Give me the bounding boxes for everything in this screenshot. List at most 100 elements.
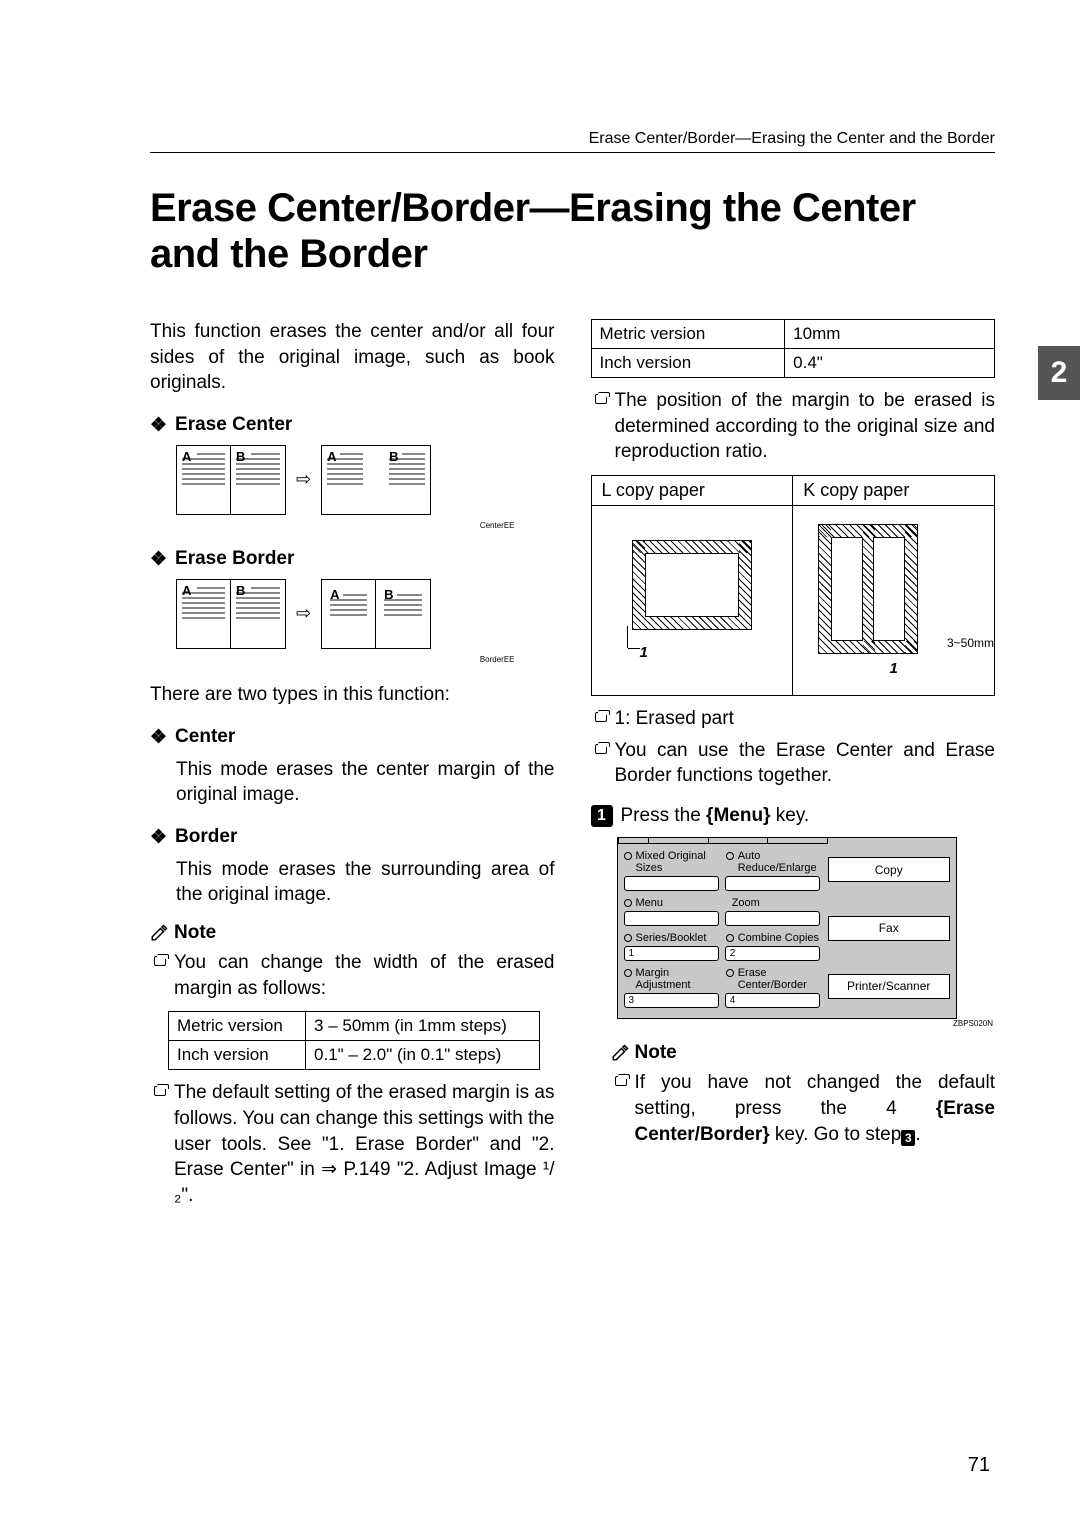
led-icon (624, 969, 632, 977)
table-cell: Inch version (591, 349, 785, 378)
heading-label: Erase Center (175, 414, 292, 436)
note-label: Note (174, 922, 216, 944)
border-heading: ❖ Border (150, 826, 555, 849)
step-number-icon: 1 (591, 805, 613, 827)
note-text: You can use the Erase Center and Erase B… (615, 738, 996, 789)
step-text: Press the (621, 805, 701, 826)
fax-button: Fax (828, 916, 950, 941)
step-text: key. (776, 805, 809, 826)
bullet-icon (154, 1086, 166, 1096)
led-icon (726, 852, 734, 860)
panel-button (624, 911, 719, 926)
heading-label: Border (175, 826, 237, 848)
note-item: You can use the Erase Center and Erase B… (595, 738, 996, 789)
printer-scanner-button: Printer/Scanner (828, 974, 950, 999)
center-body: This mode erases the center margin of th… (176, 757, 555, 808)
fn-label: Auto Reduce/Enlarge (738, 850, 822, 874)
chapter-tab: 2 (1038, 346, 1080, 400)
bullet-icon (595, 712, 607, 722)
default-margin-table: Metric version10mm Inch version0.4" (591, 319, 996, 378)
figure-code: ZBPS020N (617, 1019, 994, 1028)
led-icon (726, 934, 734, 942)
step-reference: 3 (901, 1130, 915, 1146)
callout-1: 1 (793, 660, 994, 677)
fn-label: Mixed Original Sizes (636, 850, 720, 874)
heading-label: Erase Border (175, 548, 294, 570)
pencil-icon (150, 924, 168, 942)
diamond-icon: ❖ (150, 548, 167, 571)
bullet-icon (595, 744, 607, 754)
heading-label: Center (175, 726, 235, 748)
led-icon (624, 934, 632, 942)
table-cell: 0.4" (785, 349, 995, 378)
dimension-label: 3~50mm (947, 636, 994, 650)
table-cell: Inch version (169, 1041, 306, 1070)
panel-button: 4 (725, 993, 820, 1008)
fn-label: Erase Center/Border (738, 967, 822, 991)
figure-code: BorderEE (150, 655, 515, 664)
two-types-text: There are two types in this function: (150, 682, 555, 708)
note-text: You can change the width of the erased m… (174, 950, 555, 1001)
erase-center-diagram: A B ⇨ A B (176, 445, 555, 515)
note-text: 1: Erased part (615, 706, 734, 732)
diamond-icon: ❖ (150, 414, 167, 437)
page-title: Erase Center/Border—Erasing the Center a… (150, 185, 995, 277)
fn-label: Series/Booklet (636, 932, 707, 944)
pencil-icon (611, 1044, 629, 1062)
diamond-icon: ❖ (150, 826, 167, 849)
copy-button: Copy (828, 857, 950, 882)
column-header: L copy paper (591, 475, 793, 505)
erase-border-diagram: A B ⇨ A B (176, 579, 555, 649)
note-heading: Note (611, 1042, 996, 1064)
note-item: The position of the margin to be erased … (595, 388, 996, 465)
margin-width-table: Metric version3 – 50mm (in 1mm steps) In… (168, 1011, 540, 1070)
callout-1: 1 (640, 644, 648, 661)
figure-code: CenterEE (150, 521, 515, 530)
bullet-icon (615, 1076, 627, 1086)
page-label-b: B (236, 449, 245, 464)
led-icon (624, 852, 632, 860)
table-cell: 10mm (785, 320, 995, 349)
fn-label: Menu (636, 897, 664, 909)
note-item: You can change the width of the erased m… (154, 950, 555, 1001)
center-heading: ❖ Center (150, 726, 555, 749)
table-cell: Metric version (591, 320, 785, 349)
note-item: The default setting of the erased margin… (154, 1080, 555, 1208)
note-text: The default setting of the erased margin… (174, 1080, 555, 1208)
panel-button: 3 (624, 993, 719, 1008)
panel-button (624, 876, 719, 891)
erase-border-heading: ❖ Erase Border (150, 548, 555, 571)
fn-label: Combine Copies (738, 932, 819, 944)
led-icon (726, 969, 734, 977)
figure-cell: 1 (591, 505, 793, 695)
border-body: This mode erases the surrounding area of… (176, 857, 555, 908)
fn-label: Zoom (732, 897, 760, 909)
panel-button: 2 (725, 946, 820, 961)
intro-text: This function erases the center and/or a… (150, 319, 555, 396)
panel-button (725, 876, 820, 891)
control-panel-figure: Mixed Original Sizes Auto Reduce/Enlarge… (617, 837, 996, 1029)
bullet-icon (154, 956, 166, 966)
page-label-a: A (182, 449, 191, 464)
step-1: 1 Press the {Menu} key. (591, 805, 996, 827)
panel-button: 1 (624, 946, 719, 961)
table-cell: Metric version (169, 1012, 306, 1041)
page-number: 71 (968, 1454, 990, 1477)
note-heading: Note (150, 922, 555, 944)
running-header: Erase Center/Border—Erasing the Center a… (150, 130, 995, 153)
diamond-icon: ❖ (150, 726, 167, 749)
led-icon (624, 899, 632, 907)
note-label: Note (635, 1042, 677, 1064)
note-item: If you have not changed the default sett… (615, 1070, 996, 1147)
copy-paper-figure: L copy paper K copy paper (591, 475, 996, 696)
arrow-right-icon: ⇨ (296, 603, 311, 624)
fn-label: Margin Adjustment (636, 967, 720, 991)
note-item: 1: Erased part (595, 706, 996, 732)
note-text: If you have not changed the default sett… (635, 1070, 996, 1147)
note-text: The position of the margin to be erased … (615, 388, 996, 465)
panel-button (725, 911, 820, 926)
arrow-right-icon: ⇨ (296, 469, 311, 490)
figure-cell: 3~50mm 1 (793, 505, 995, 695)
bullet-icon (595, 394, 607, 404)
table-cell: 0.1" – 2.0" (in 0.1" steps) (306, 1041, 540, 1070)
